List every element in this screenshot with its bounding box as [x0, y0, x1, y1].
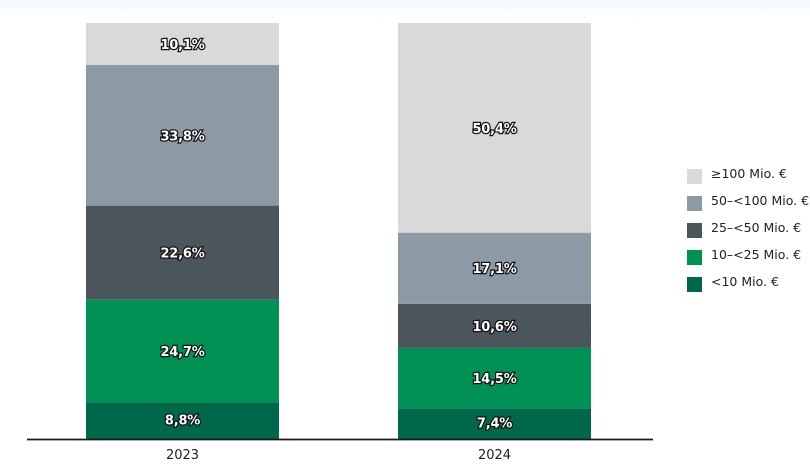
legend-item-series-3: 50–<100 Mio. €	[687, 193, 810, 211]
data-label-2024-series-0: 7,4%	[477, 417, 512, 432]
bar-segment-2024-series-4	[398, 23, 591, 233]
data-label-2024-series-1: 14,5%	[472, 372, 516, 387]
bar-segment-2023-series-4	[86, 23, 279, 66]
data-label-2023-series-3: 33,8%	[160, 129, 204, 144]
legend-label-series-3: 50–<100 Mio. €	[711, 193, 810, 208]
data-label-2023-series-1: 24,7%	[160, 345, 204, 360]
legend-label-series-0: <10 Mio. €	[711, 274, 779, 289]
bar-segment-2023-series-3	[86, 65, 279, 206]
data-label-2023-series-4: 10,1%	[160, 38, 204, 53]
legend-swatch-series-0	[687, 277, 702, 292]
data-label-2024-series-3: 17,1%	[472, 262, 516, 277]
bar-segment-2023-series-0	[86, 402, 279, 439]
legend-item-series-2: 25–<50 Mio. €	[687, 220, 810, 238]
legend-item-series-1: 10–<25 Mio. €	[687, 247, 810, 265]
bar-segment-2024-series-3	[398, 232, 591, 304]
bar-segment-2024-series-1	[398, 347, 591, 409]
data-label-2024-series-4: 50,4%	[472, 122, 516, 137]
bar-segment-2023-series-2	[86, 205, 279, 300]
legend-swatch-series-3	[687, 196, 702, 211]
legend-swatch-series-2	[687, 223, 702, 238]
bar-segment-2023-series-1	[86, 299, 279, 403]
data-label-2024-series-2: 10,6%	[472, 320, 516, 335]
bar-segment-2024-series-0	[398, 408, 591, 439]
x-tick-label-2023: 2023	[166, 448, 199, 463]
legend-item-series-0: <10 Mio. €	[687, 274, 810, 292]
legend-label-series-4: ≥100 Mio. €	[711, 166, 787, 181]
bar-segment-2024-series-2	[398, 303, 591, 348]
legend-label-series-2: 25–<50 Mio. €	[711, 220, 802, 235]
data-label-2023-series-2: 22,6%	[160, 247, 204, 262]
x-tick-label-2024: 2024	[478, 448, 511, 463]
chart-legend: ≥100 Mio. € 50–<100 Mio. € 25–<50 Mio. € 10…	[687, 166, 810, 301]
data-label-2023-series-0: 8,8%	[165, 414, 200, 429]
legend-swatch-series-1	[687, 250, 702, 265]
legend-swatch-series-4	[687, 169, 702, 184]
legend-label-series-1: 10–<25 Mio. €	[711, 247, 802, 262]
legend-item-series-4: ≥100 Mio. €	[687, 166, 810, 184]
